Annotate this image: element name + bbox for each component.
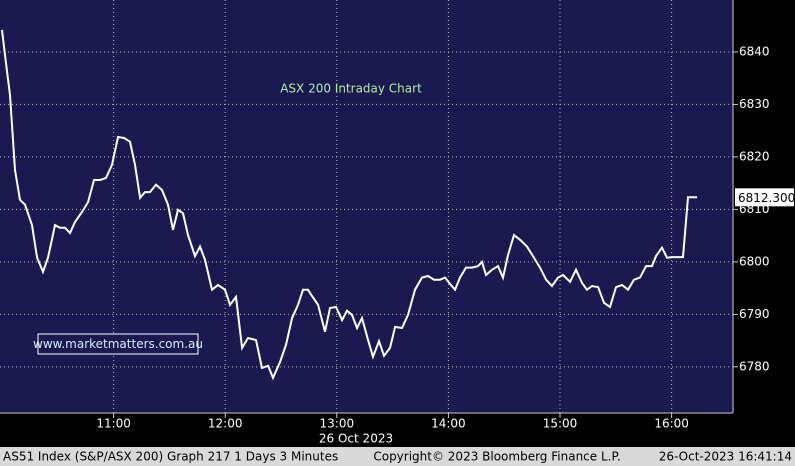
footer-right: 26-Oct-2023 16:41:14 xyxy=(659,450,792,464)
footer-bar xyxy=(0,447,795,466)
x-tick-label: 13:00 xyxy=(320,417,355,431)
x-tick-label: 14:00 xyxy=(431,417,466,431)
y-tick-label: 6790 xyxy=(739,307,770,321)
y-tick-label: 6830 xyxy=(739,97,770,111)
watermark-box xyxy=(37,333,199,355)
y-tick-label: 6800 xyxy=(739,254,770,268)
annotation: ASX 200 Intraday Chart xyxy=(280,82,422,96)
x-tick-label: 12:00 xyxy=(208,417,243,431)
x-tick-label: 16:00 xyxy=(654,417,689,431)
watermark: www.marketmatters.com.au xyxy=(33,337,203,351)
price-line xyxy=(1,29,698,381)
last-value-box xyxy=(735,188,794,207)
x-tick-label: 11:00 xyxy=(96,417,131,431)
y-tick-label: 6820 xyxy=(739,149,770,163)
y-tick-label: 6780 xyxy=(739,359,770,373)
x-axis-label: 26 Oct 2023 xyxy=(319,432,393,446)
footer-left: AS51 Index (S&P/ASX 200) Graph 217 1 Day… xyxy=(3,450,338,464)
last-value-label: 6812.300 xyxy=(738,191,795,205)
x-tick-label: 15:00 xyxy=(543,417,578,431)
y-tick-label: 6840 xyxy=(739,44,770,58)
footer-center: Copyright© 2023 Bloomberg Finance L.P. xyxy=(373,450,620,464)
